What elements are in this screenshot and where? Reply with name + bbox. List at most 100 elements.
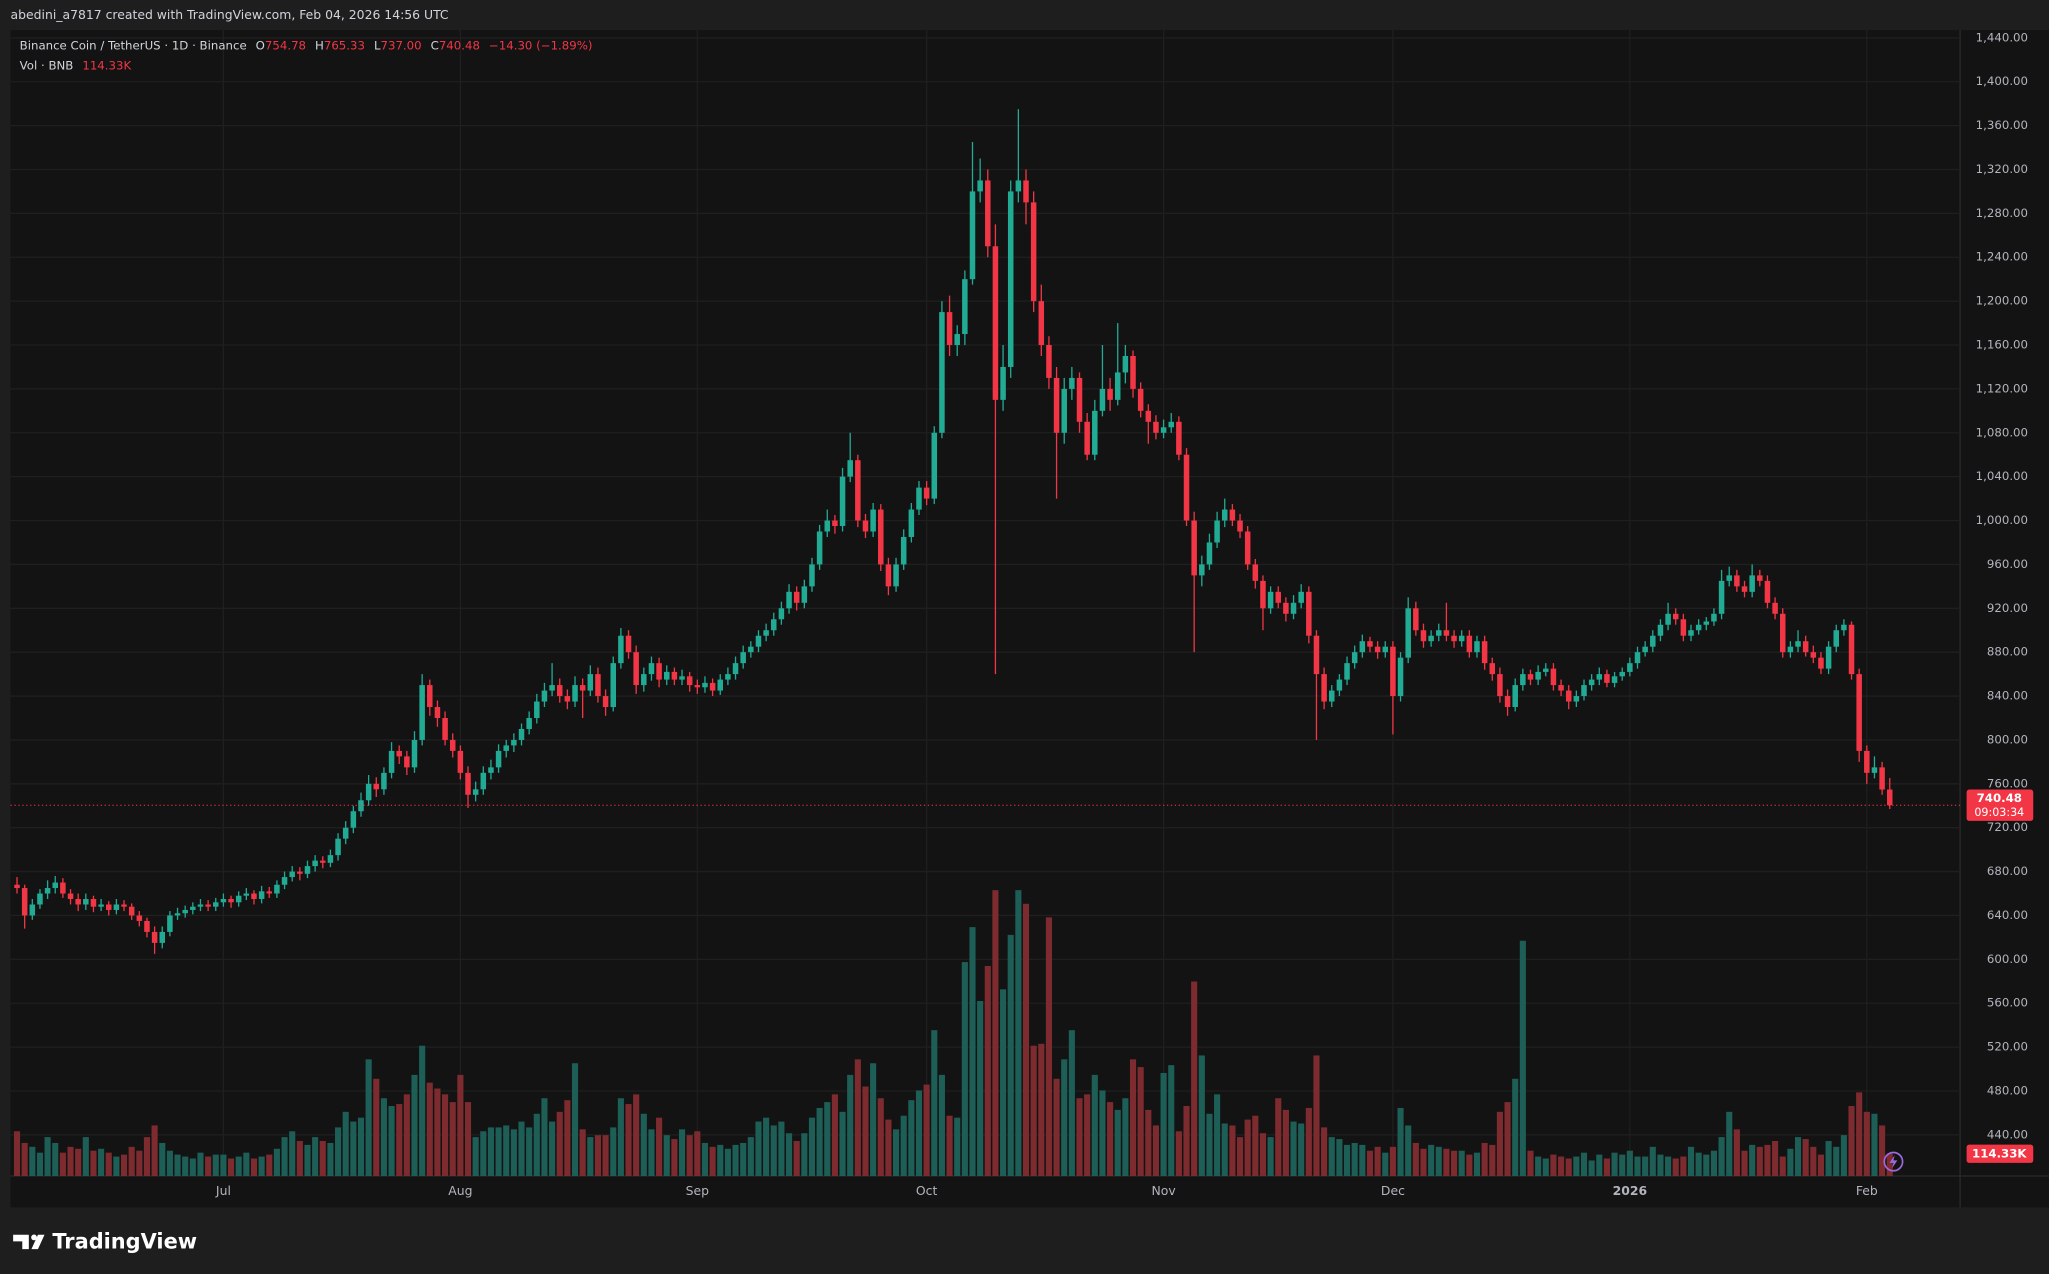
- volume-bar: [1351, 1142, 1358, 1176]
- candle-body: [90, 899, 97, 907]
- volume-bar: [1221, 1123, 1228, 1176]
- volume-bar: [1733, 1129, 1740, 1176]
- volume-bar: [1030, 1045, 1037, 1176]
- candle-body: [388, 750, 395, 773]
- candle-body: [916, 487, 922, 510]
- candle-body: [1543, 668, 1549, 672]
- candle-body: [480, 772, 487, 790]
- volume-bar: [1680, 1156, 1687, 1176]
- candle-body: [556, 685, 563, 697]
- candle-body: [564, 696, 571, 702]
- brand[interactable]: TradingView: [52, 1230, 197, 1254]
- volume-bar: [281, 1137, 288, 1176]
- volume-bar: [1389, 1146, 1396, 1176]
- volume-bar: [854, 1059, 861, 1176]
- volume-bar: [1473, 1152, 1481, 1176]
- candle-body: [534, 701, 540, 718]
- candle-body: [1069, 377, 1075, 389]
- volume-bar: [663, 1135, 670, 1176]
- y-tick-label: 440.00: [1987, 1127, 2028, 1141]
- candle-body: [893, 564, 899, 587]
- candle-body: [396, 750, 402, 757]
- volume-bar: [1305, 1107, 1312, 1176]
- x-tick-label: 2026: [1613, 1183, 1648, 1198]
- alert-circle[interactable]: [1883, 1151, 1904, 1172]
- x-tick-label: Jul: [215, 1183, 231, 1198]
- candle-body: [1252, 564, 1259, 581]
- volume-bar: [1863, 1111, 1870, 1176]
- volume-bar: [1619, 1154, 1626, 1176]
- volume-bar: [893, 1129, 900, 1176]
- volume-bar: [1038, 1043, 1045, 1176]
- volume-bar: [434, 1088, 441, 1176]
- volume-bar: [90, 1150, 97, 1176]
- volume-bar: [419, 1045, 426, 1176]
- candle-body: [625, 635, 632, 653]
- candle-body: [113, 904, 120, 910]
- volume-bar: [182, 1156, 189, 1176]
- candle-body: [312, 860, 318, 867]
- candle-body: [1321, 674, 1327, 702]
- volume-bar: [1840, 1135, 1847, 1176]
- candle-body: [1229, 509, 1236, 521]
- candle-body: [518, 728, 525, 740]
- candle-body: [702, 682, 708, 688]
- candle-body: [1107, 388, 1113, 400]
- volume-bar: [1458, 1150, 1465, 1176]
- volume-bar: [1634, 1156, 1641, 1176]
- volume-bar: [1206, 1113, 1213, 1176]
- candle-body: [1588, 679, 1595, 686]
- candle-body: [1183, 454, 1190, 521]
- volume-bar: [1817, 1154, 1825, 1176]
- candle-body: [144, 920, 150, 932]
- volume-bar: [1374, 1146, 1381, 1176]
- volume-bar: [1214, 1094, 1221, 1176]
- candle-body: [1611, 676, 1618, 683]
- candle-body: [1023, 180, 1029, 203]
- candle-body: [411, 739, 418, 768]
- symbol: Binance Coin / TetherUS · 1D · Binance: [20, 38, 247, 52]
- footer-logo[interactable]: TradingView: [13, 1230, 197, 1254]
- volume-bar: [1198, 1055, 1205, 1176]
- candle-body: [793, 591, 800, 603]
- alert-icon[interactable]: [1883, 1151, 1904, 1172]
- candle-body: [1565, 690, 1572, 702]
- candle-body: [83, 899, 89, 905]
- candle-body: [1244, 531, 1251, 565]
- candle-body: [373, 783, 380, 790]
- volume-bar: [1397, 1107, 1404, 1176]
- logo-dot[interactable]: [31, 1234, 37, 1241]
- y-tick-label: 480.00: [1987, 1083, 2028, 1097]
- candle-body: [1741, 586, 1748, 592]
- candle-body: [923, 487, 930, 499]
- volume-bar: [648, 1129, 655, 1176]
- candle-body: [381, 772, 387, 790]
- candle-body: [1550, 668, 1557, 686]
- candle-body: [1818, 657, 1824, 669]
- candle-body: [1726, 575, 1732, 581]
- candle-body: [1153, 421, 1159, 433]
- volume-bar: [1145, 1109, 1152, 1176]
- volume-bar: [740, 1142, 747, 1176]
- candle-body: [771, 619, 777, 631]
- volume-bar: [13, 1131, 21, 1176]
- candle-body: [1283, 602, 1289, 614]
- chart-panel: [10, 30, 2049, 1208]
- volume-bar: [1879, 1125, 1886, 1176]
- candle-body: [327, 855, 334, 863]
- candle-body: [1558, 685, 1564, 691]
- candle-body: [434, 707, 441, 718]
- candle-body: [495, 750, 502, 768]
- candle-body: [350, 811, 357, 828]
- volume-bar: [480, 1131, 487, 1176]
- axes: 440.00 480.00 520.00 560.00 600.00 640.00 680.…: [10, 30, 2034, 1198]
- candle-body: [1772, 602, 1778, 614]
- candle-body: [526, 717, 532, 729]
- candle-body: [1145, 410, 1152, 422]
- candle-body: [1504, 696, 1511, 708]
- alert-bolt[interactable]: [1889, 1155, 1898, 1169]
- volume-bar: [464, 1102, 472, 1176]
- y-tick-label: 1,040.00: [1976, 469, 2028, 483]
- volume-bar: [763, 1117, 770, 1176]
- candle-body: [1168, 421, 1174, 428]
